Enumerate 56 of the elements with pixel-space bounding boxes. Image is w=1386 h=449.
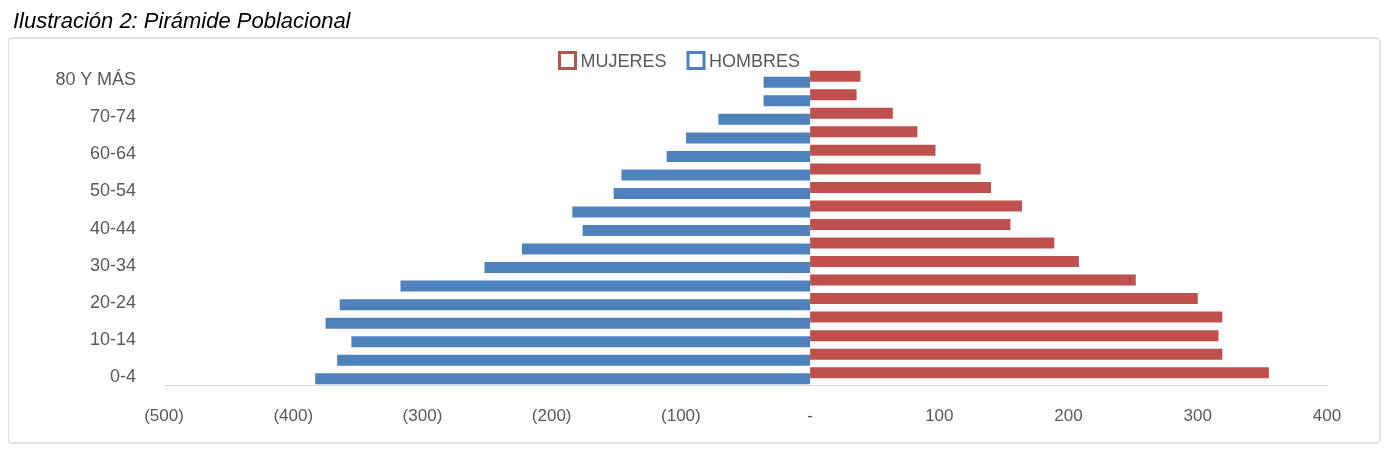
bar — [337, 354, 811, 366]
bar — [351, 336, 811, 348]
bar — [810, 311, 1223, 323]
bar — [810, 163, 981, 175]
x-tick-label: 200 — [1054, 406, 1083, 425]
bar — [484, 262, 811, 274]
bar — [810, 70, 861, 82]
y-tick-label: 40-44 — [89, 217, 136, 238]
bar — [521, 243, 811, 255]
bar — [315, 373, 811, 385]
bar — [810, 181, 992, 193]
y-tick-label: 20-24 — [89, 291, 136, 312]
y-tick-label: 60-64 — [89, 143, 136, 164]
x-tick-label: 400 — [1312, 406, 1342, 425]
bar — [325, 317, 811, 329]
bar — [400, 280, 811, 292]
bar — [810, 218, 1011, 230]
x-tick-label: (300) — [402, 406, 443, 425]
bar — [810, 237, 1055, 249]
bar — [810, 367, 1269, 379]
y-tick-label: 0-4 — [109, 365, 136, 386]
bar — [613, 187, 811, 199]
x-tick-label: - — [807, 406, 813, 425]
legend-label: MUJERES — [580, 50, 667, 71]
legend-label: HOMBRES — [709, 50, 801, 71]
bar — [810, 107, 893, 119]
y-tick-label: 30-34 — [89, 254, 136, 275]
bar — [666, 150, 811, 162]
bar — [810, 330, 1219, 342]
bar — [810, 274, 1136, 286]
bar — [582, 225, 811, 237]
bar — [572, 206, 811, 218]
bar — [810, 144, 936, 156]
bar — [339, 299, 811, 311]
x-tick-label: 100 — [925, 406, 954, 425]
bar — [718, 113, 811, 125]
bar — [686, 132, 811, 144]
bar — [763, 76, 811, 88]
x-tick-label: (200) — [531, 406, 572, 425]
y-tick-label: 10-14 — [89, 328, 136, 349]
y-tick-label: 80 Y MÁS — [55, 69, 136, 90]
bar — [810, 126, 918, 138]
x-tick-label: 300 — [1183, 406, 1212, 425]
x-tick-label: (400) — [273, 406, 314, 425]
x-tick-label: (500) — [144, 406, 184, 425]
y-tick-label: 50-54 — [89, 180, 136, 201]
bar — [810, 293, 1198, 305]
bar — [763, 95, 811, 107]
bar — [621, 169, 811, 181]
y-tick-label: 70-74 — [89, 106, 136, 127]
bar — [810, 89, 857, 101]
x-tick-label: (100) — [661, 406, 701, 425]
bar — [810, 348, 1223, 360]
chart-title: Ilustración 2: Pirámide Poblacional — [13, 7, 352, 33]
bar — [810, 256, 1079, 268]
bar — [810, 200, 1023, 212]
